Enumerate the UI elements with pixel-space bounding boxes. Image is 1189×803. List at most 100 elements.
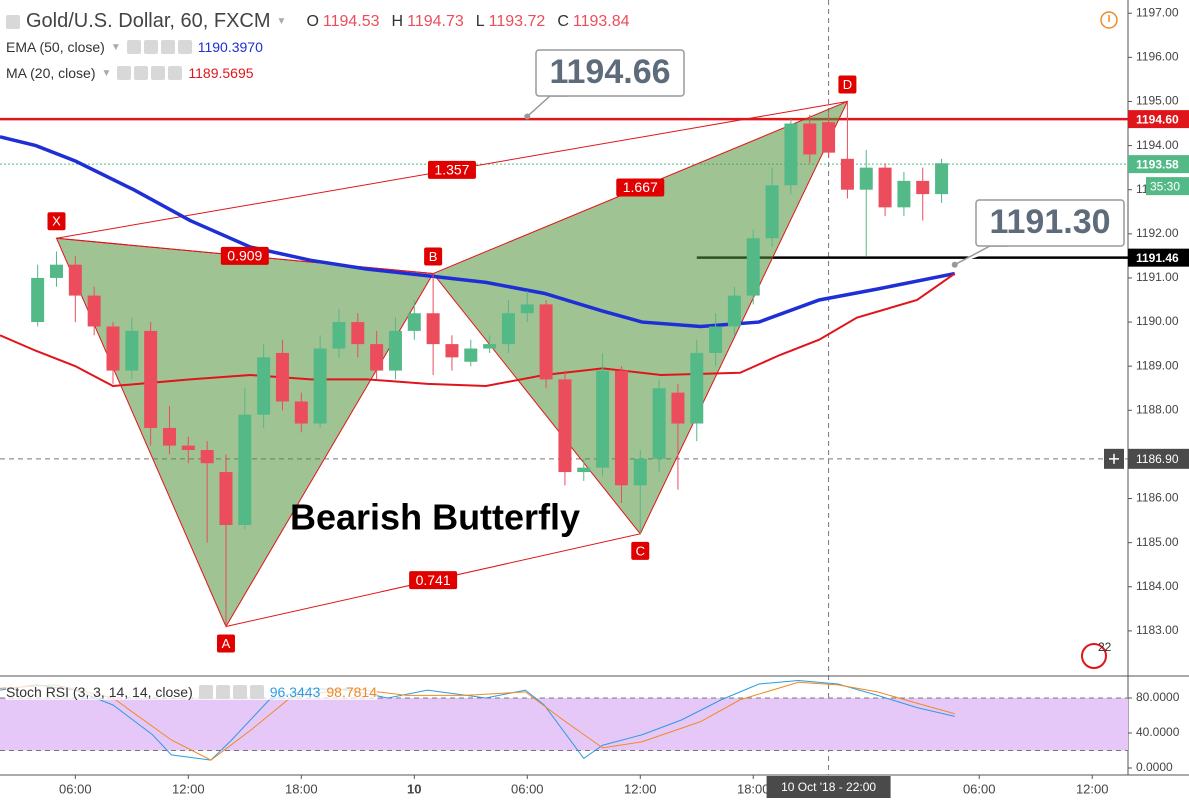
ohlc-value: 1193.84	[572, 12, 630, 30]
price-label-box	[1128, 248, 1189, 267]
ratio-label: 1.667	[623, 179, 658, 195]
candle-body	[746, 238, 760, 296]
ratio-box	[409, 571, 458, 590]
candle-body	[351, 322, 365, 345]
point-box	[216, 634, 235, 653]
y-tick-label: 1185.00	[1136, 535, 1179, 549]
candle-body	[803, 123, 817, 155]
ohlc-label: H	[391, 12, 404, 30]
candle-body	[916, 180, 930, 195]
alert-icon	[1100, 11, 1118, 29]
point-box	[838, 75, 857, 94]
candle-body	[200, 450, 214, 464]
candle-body	[539, 304, 553, 380]
candle-body	[407, 313, 421, 331]
x-tick-label: 10	[407, 781, 421, 796]
y-tick-label: 1188.00	[1136, 402, 1179, 416]
ratio-box	[616, 178, 665, 197]
candle-body	[577, 467, 591, 473]
y-tick-label: 1186.00	[1136, 491, 1179, 505]
candle-body	[840, 158, 854, 190]
x-tick-label: 18:00	[737, 781, 770, 796]
indicator-row: MA (20, close) ▼ 1189.5695	[6, 65, 254, 81]
date-label: 10 Oct '18 - 22:00	[781, 780, 876, 794]
symbol-title: Gold/U.S. Dollar, 60, FXCM	[26, 10, 271, 32]
price-label-box	[1128, 110, 1189, 129]
candle-body	[313, 348, 327, 424]
ratio-label: 1.357	[434, 162, 469, 178]
stoch-line	[0, 681, 955, 761]
indicator-row: Stoch RSI (3, 3, 14, 14, close) 96.3443 …	[6, 684, 377, 700]
indicator-value: 96.3443	[269, 684, 321, 700]
x-tick-label: 06:00	[963, 781, 996, 796]
ma-line	[0, 135, 956, 329]
candle-body	[633, 458, 647, 486]
price-label: 1193.58	[1136, 157, 1179, 171]
symbol-header: Gold/U.S. Dollar, 60, FXCM ▼ O 1194.53 H 119…	[6, 10, 638, 33]
x-tick-label: 18:00	[285, 781, 318, 796]
point-label: C	[636, 543, 645, 558]
candle-body	[709, 326, 723, 353]
ohlc-value: 1194.73	[407, 12, 464, 30]
candle-body	[765, 185, 779, 239]
candle-body	[614, 370, 628, 486]
candle-body	[878, 167, 892, 208]
candle-body	[464, 348, 478, 362]
x-tick-label: 12:00	[624, 781, 657, 796]
indicator-name: MA (20, close)	[6, 65, 96, 81]
indicator-value: 1190.3970	[197, 39, 263, 55]
point-label: B	[429, 249, 438, 264]
countdown-box	[1146, 177, 1189, 196]
candle-body	[859, 167, 873, 190]
callout-box	[975, 199, 1125, 247]
event-icon	[1081, 643, 1107, 669]
crosshair-label: 1186.90	[1136, 452, 1179, 466]
y-tick-label: 1190.00	[1136, 314, 1179, 328]
price-label: 1194.60	[1136, 112, 1179, 126]
ohlc-label: O	[306, 12, 319, 30]
candle-body	[68, 264, 82, 296]
point-box	[631, 541, 650, 560]
date-label-box	[766, 776, 891, 798]
candle-body	[31, 277, 45, 323]
x-tick-label: 12:00	[172, 781, 205, 796]
y-tick-label: 1183.00	[1136, 623, 1179, 637]
candle-body	[87, 295, 101, 327]
candle-body	[596, 370, 610, 468]
price-label-box	[1128, 155, 1189, 174]
ohlc: O 1194.53 H 1194.73 L 1193.72 C 1193.84	[306, 13, 637, 31]
candle-body	[501, 313, 515, 345]
y-tick-label: 40.0000	[1136, 725, 1180, 739]
y-tick-label: 1184.00	[1136, 579, 1179, 593]
ratio-box	[427, 160, 476, 179]
indicator-row: EMA (50, close) ▼ 1190.3970	[6, 39, 263, 55]
candle-body	[897, 180, 911, 208]
y-tick-label: 0.0000	[1136, 760, 1173, 774]
candle-body	[144, 330, 158, 428]
candle-body	[370, 344, 384, 371]
stoch-band	[0, 698, 1128, 751]
countdown: 35:30	[1150, 179, 1180, 193]
point-label: D	[843, 77, 852, 92]
callout-anchor	[524, 113, 531, 120]
ohlc-label: L	[475, 12, 485, 30]
candle-body	[162, 427, 176, 446]
candle-body	[690, 352, 704, 424]
y-tick-label: 1194.00	[1136, 138, 1179, 152]
candle-body	[426, 313, 440, 345]
point-box	[424, 247, 443, 266]
price-label: 1191.46	[1136, 251, 1179, 265]
point-label: X	[52, 214, 61, 229]
y-tick-label: 1191.00	[1136, 270, 1179, 284]
indicator-name: Stoch RSI (3, 3, 14, 14, close)	[6, 684, 193, 700]
ratio-label: 0.909	[227, 248, 262, 264]
candle-body	[520, 304, 534, 314]
y-tick-label: 1195.00	[1136, 94, 1179, 108]
indicator-value: 98.7814	[326, 684, 377, 700]
callout-label: 1191.30	[989, 203, 1110, 241]
candle-body	[181, 445, 195, 450]
ma-line	[0, 272, 956, 388]
candle-body	[558, 379, 572, 473]
indicator-value: 1189.5695	[188, 65, 254, 81]
